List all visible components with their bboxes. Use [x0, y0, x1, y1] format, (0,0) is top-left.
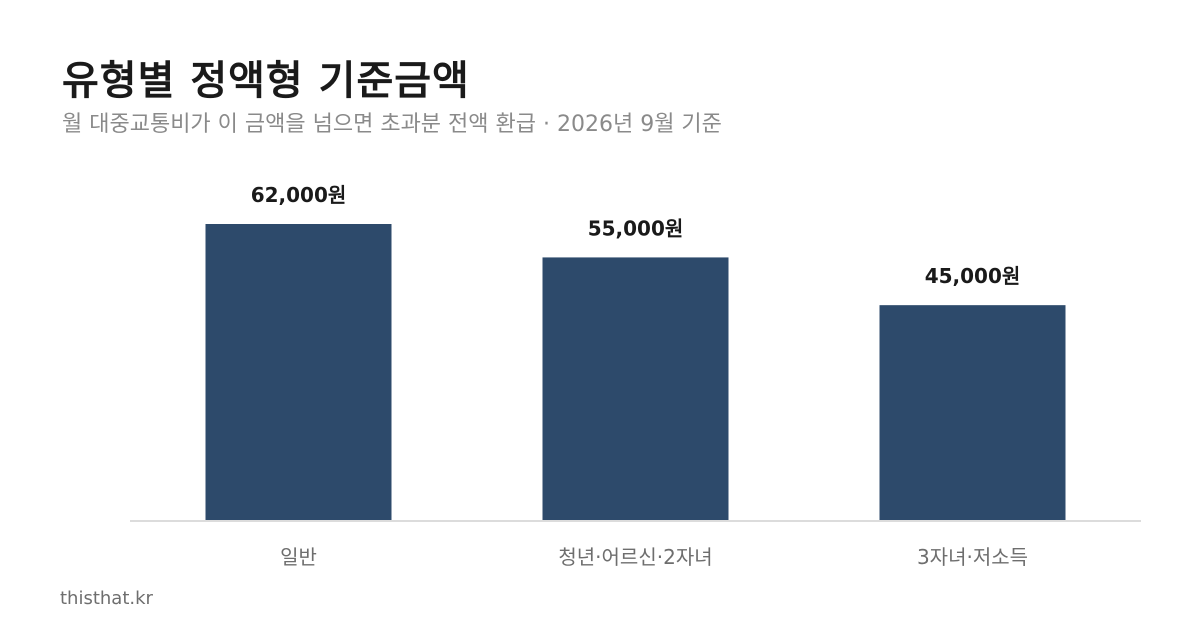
value-label-1: 55,000원: [588, 216, 684, 240]
chart-title: 유형별 정액형 기준금액: [62, 58, 470, 104]
chart-subtitle: 월 대중교통비가 이 금액을 넘으면 초과분 전액 환급 · 2026년 9월 …: [62, 112, 722, 137]
site-watermark: thisthat.kr: [60, 588, 153, 609]
bar-1: [542, 257, 729, 520]
category-label-0: 일반: [280, 545, 317, 569]
value-label-0: 62,000원: [251, 183, 347, 207]
bar-2: [879, 305, 1066, 520]
category-label-2: 3자녀·저소득: [917, 545, 1028, 569]
category-label-1: 청년·어르신·2자녀: [558, 545, 712, 569]
value-label-2: 45,000원: [925, 264, 1021, 288]
bar-0: [205, 224, 392, 520]
